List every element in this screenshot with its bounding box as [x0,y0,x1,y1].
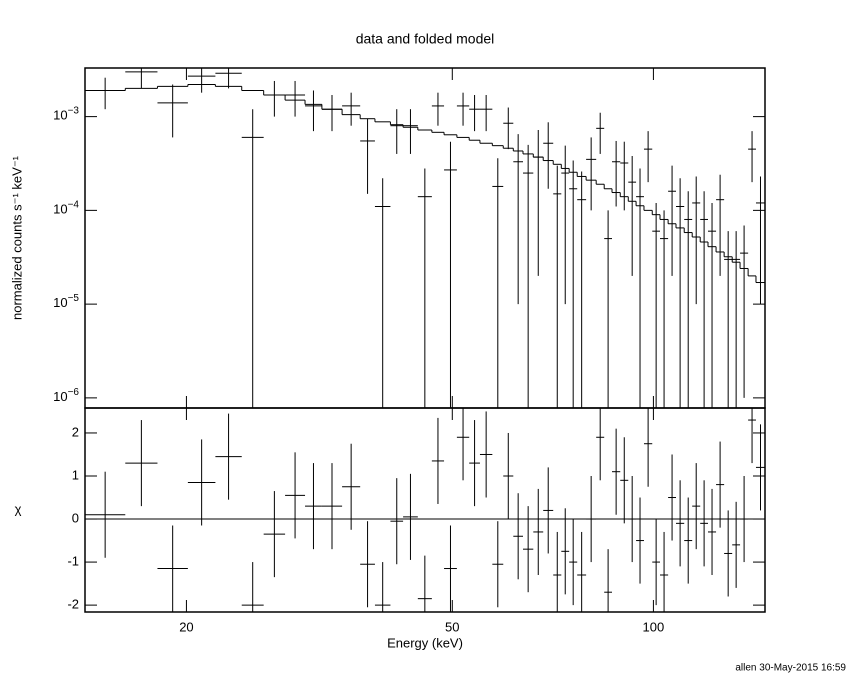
x-tick-label: 50 [445,619,459,634]
y-tick-power: −5 [68,293,80,304]
y-axis-label: χ [15,501,22,516]
y-axis-label: normalized counts s⁻¹ keV⁻¹ [9,155,24,320]
y-tick-base: 10 [53,202,67,217]
chart-title: data and folded model [356,31,495,47]
x-tick-label: 20 [179,619,193,634]
y-tick-label: 2 [72,424,79,439]
y-tick-label: -2 [67,597,79,612]
y-tick-label: 10−4 [53,199,79,217]
y-tick-base: 10 [53,296,67,311]
footer: allen 30-May-2015 16:59 [735,663,846,674]
y-tick-label: 10−3 [53,105,79,123]
y-tick-power: −3 [68,105,80,116]
y-tick-base: 10 [53,389,67,404]
x-axis-label: Energy (keV) [387,635,463,650]
y-tick-label: 10−6 [53,387,79,405]
y-tick-power: −6 [68,387,80,398]
y-tick-label: -1 [67,554,79,569]
y-tick-base: 10 [53,108,67,123]
y-tick-label: 1 [72,467,79,482]
y-tick-label: 10−5 [53,293,79,311]
x-tick-label: 100 [643,619,665,634]
y-tick-label: 0 [72,510,79,525]
y-tick-power: −4 [68,199,80,210]
